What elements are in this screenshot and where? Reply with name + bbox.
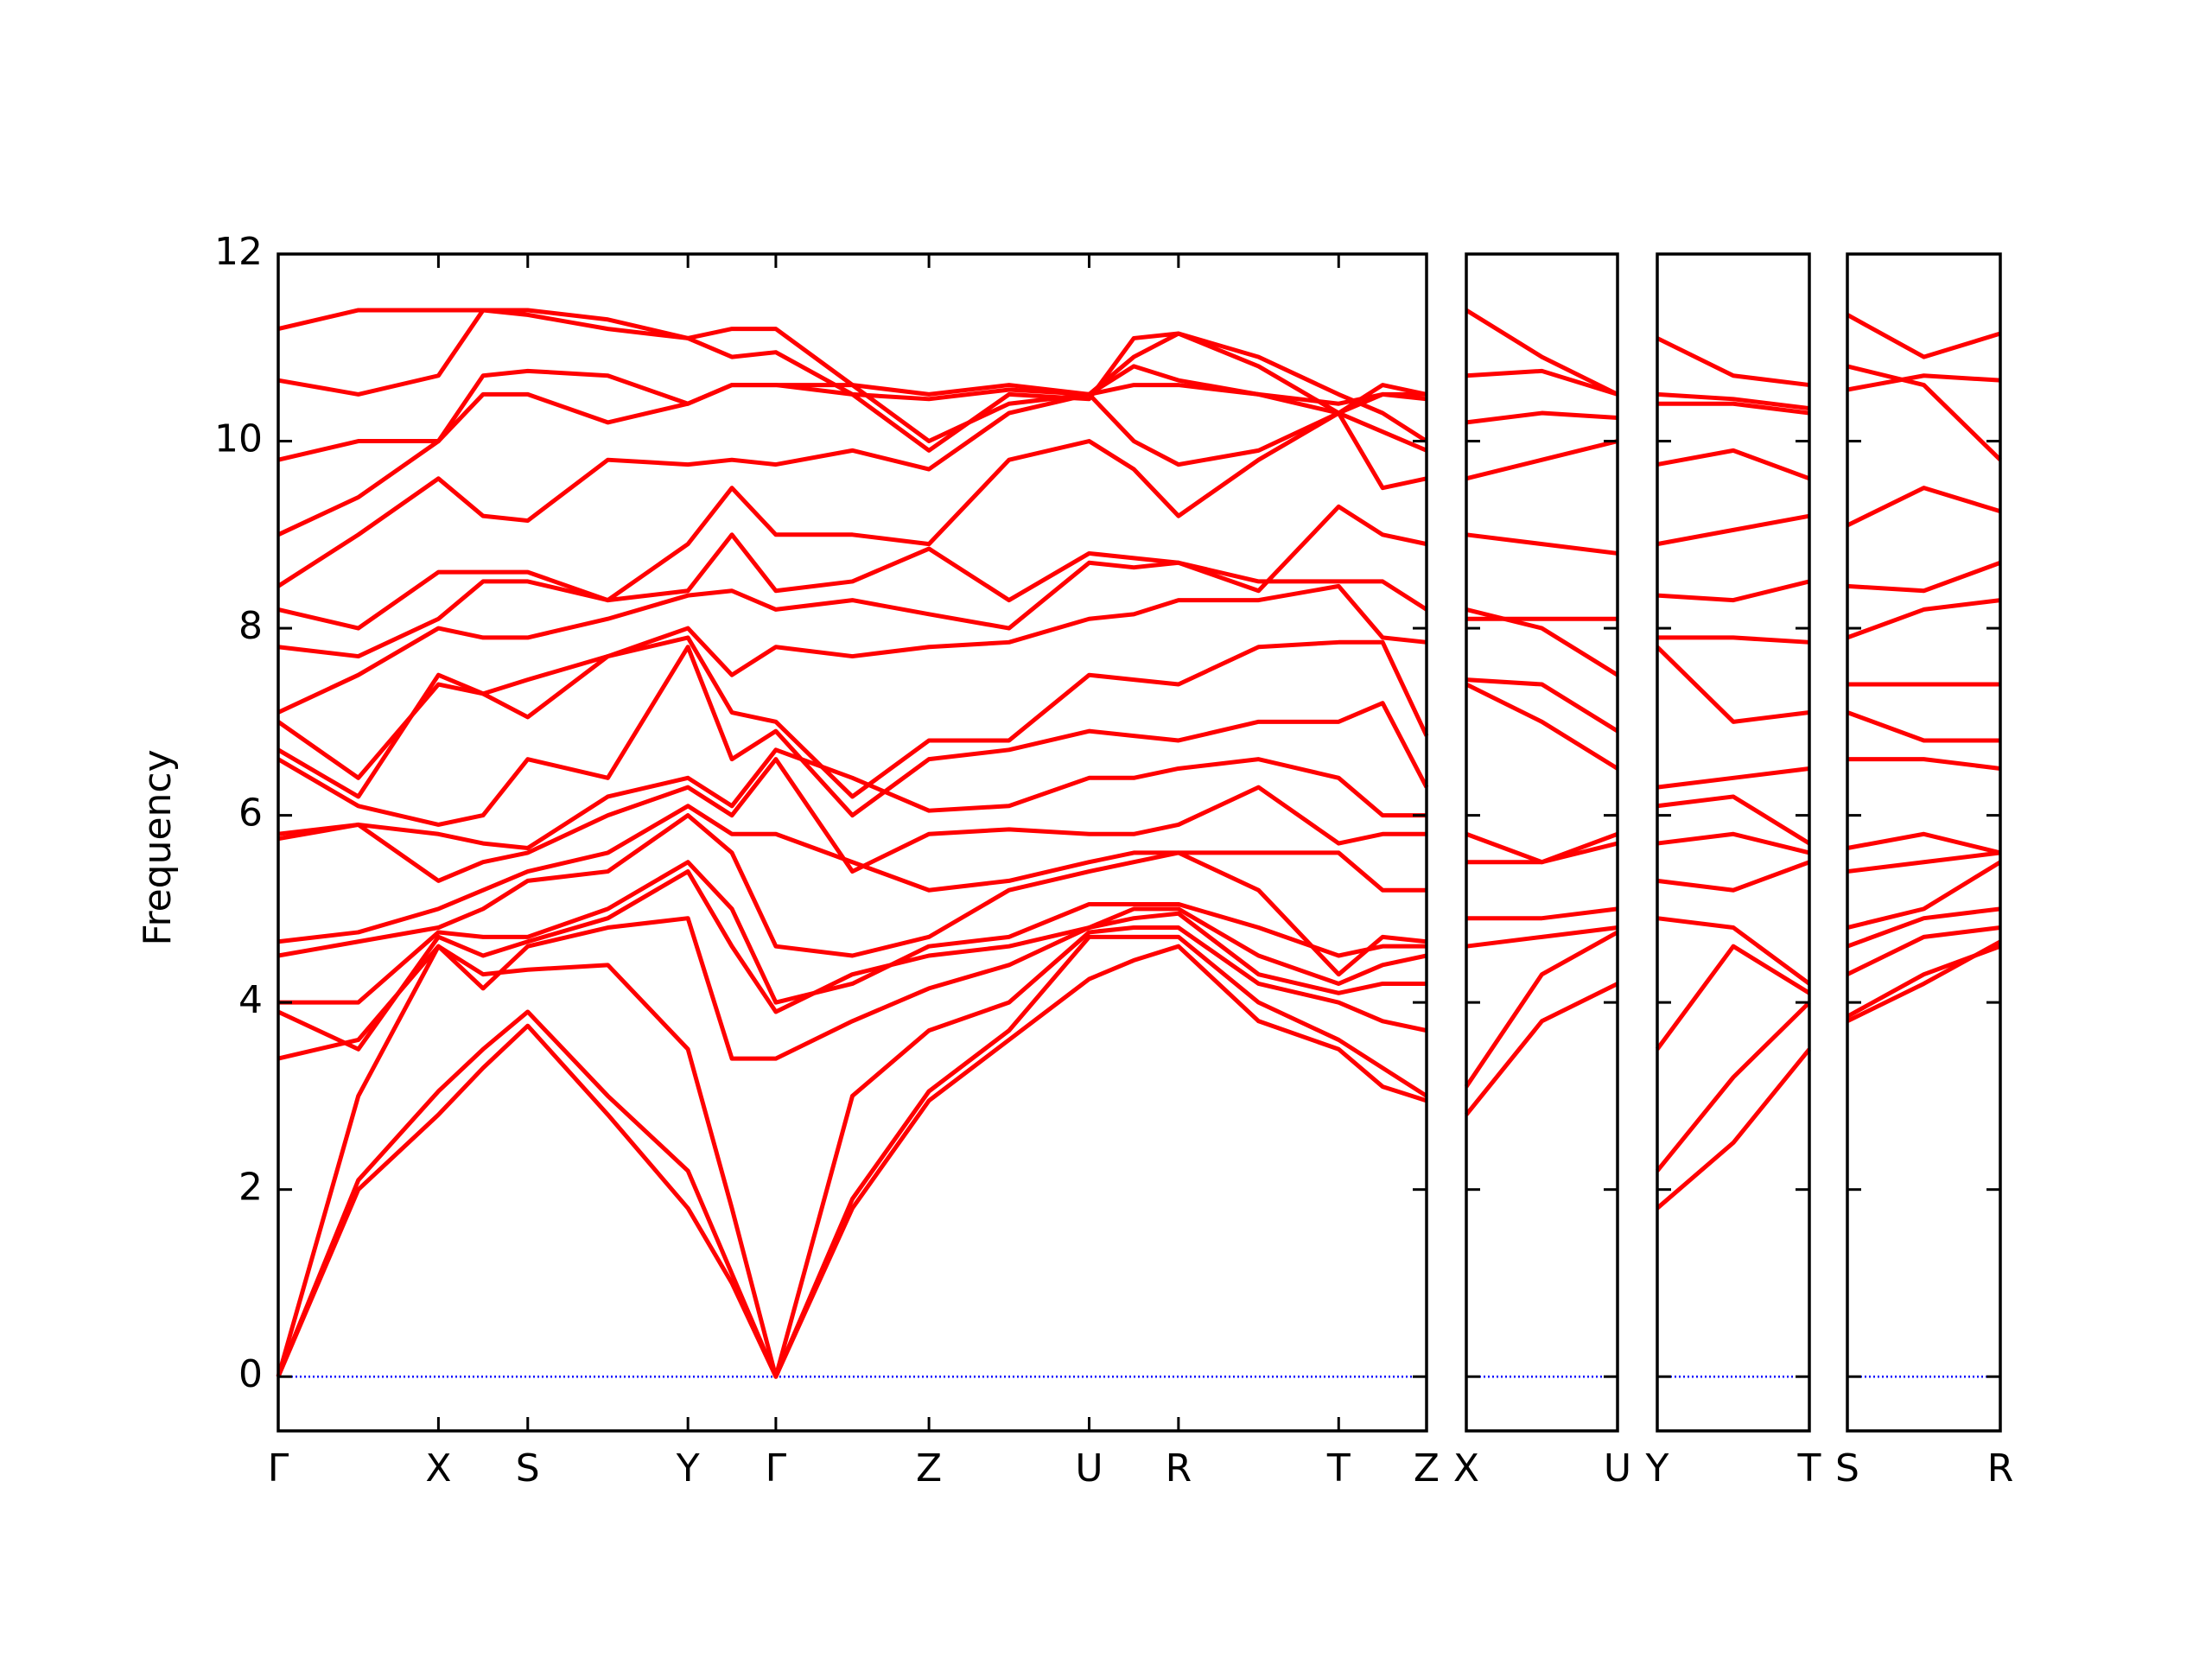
band-line <box>1657 635 1810 645</box>
band-line <box>1656 579 1810 603</box>
band-line <box>1656 336 1810 388</box>
band-line <box>1656 513 1810 547</box>
band-line <box>276 583 1427 780</box>
band-line <box>1847 364 2002 461</box>
band-line <box>277 911 1427 1061</box>
x-tick-label: Γ <box>268 1446 289 1491</box>
band-line <box>1465 925 1618 949</box>
band-line <box>1656 794 1811 846</box>
band-line <box>1466 906 1618 921</box>
band-line <box>1464 930 1619 1088</box>
x-tick-label: U <box>1075 1446 1103 1491</box>
band-line <box>1847 373 2001 392</box>
x-tick-label: S <box>516 1446 540 1491</box>
band-line <box>1656 860 1810 893</box>
band-line <box>277 757 1427 883</box>
band-line <box>276 635 1429 799</box>
band-line <box>276 645 1429 827</box>
band-line <box>1846 939 2002 1024</box>
band-line <box>1847 560 2001 594</box>
band-line <box>1847 757 2001 771</box>
band-line <box>276 869 1427 1052</box>
band-line <box>1846 925 2001 976</box>
band-line <box>1655 944 1811 1051</box>
band-line <box>1465 308 1619 397</box>
x-tick-label: T <box>1797 1446 1821 1491</box>
x-tick-label: Γ <box>766 1446 787 1491</box>
band-line <box>1656 1001 1811 1173</box>
band-line <box>276 934 1428 1379</box>
x-tick-label: Y <box>1645 1446 1669 1491</box>
y-tick-label: 6 <box>238 791 263 836</box>
x-tick-label: Z <box>1414 1446 1440 1491</box>
band-line <box>1466 841 1618 865</box>
plot-frame <box>276 252 1428 1433</box>
plot-frame <box>1656 252 1811 1433</box>
band-line <box>1656 831 1810 855</box>
band-line <box>1465 532 1618 556</box>
band-line <box>1465 831 1618 865</box>
band-line <box>277 504 1427 659</box>
band-line <box>277 804 1427 944</box>
x-tick-label: R <box>1987 1446 2014 1491</box>
band-line <box>1846 313 2001 359</box>
band-line <box>276 560 1428 715</box>
y-tick-label: 10 <box>214 417 263 461</box>
x-tick-label: S <box>1835 1446 1859 1491</box>
band-line <box>1465 368 1618 397</box>
band-line <box>1656 766 1810 790</box>
band-line <box>1465 677 1619 734</box>
band-line <box>1847 850 2001 874</box>
band-line <box>1656 1047 1811 1211</box>
band-line <box>276 391 1427 588</box>
band-line <box>1847 906 2001 949</box>
band-line <box>1847 860 2002 930</box>
band-line <box>276 383 1427 537</box>
band-line <box>1465 410 1618 425</box>
band-line <box>277 813 1427 977</box>
band-line <box>1847 831 2001 855</box>
band-line <box>278 860 1427 1005</box>
band-line <box>1656 448 1810 481</box>
x-tick-label: U <box>1604 1446 1631 1491</box>
band-line <box>1847 710 2000 743</box>
x-tick-label: X <box>1453 1446 1479 1491</box>
y-tick-label: 4 <box>238 978 263 1022</box>
x-tick-label: Y <box>676 1446 700 1491</box>
band-line <box>1847 598 2001 640</box>
band-line <box>1465 982 1619 1116</box>
x-tick-label: Z <box>916 1446 942 1491</box>
y-tick-label: 8 <box>238 604 263 648</box>
band-line <box>1656 916 1811 986</box>
plot-frame <box>1846 252 2002 1433</box>
band-line <box>277 747 1427 850</box>
band-line <box>1465 607 1619 677</box>
band-line <box>277 308 1428 453</box>
y-tick-label: 0 <box>238 1352 263 1396</box>
x-tick-label: X <box>425 1446 451 1491</box>
band-line <box>1465 439 1618 481</box>
band-line <box>1846 486 2001 528</box>
y-tick-label: 2 <box>238 1166 263 1210</box>
band-line <box>1656 391 1810 411</box>
band-line <box>277 410 1427 631</box>
x-tick-label: T <box>1326 1446 1351 1491</box>
band-line <box>1657 401 1810 416</box>
band-line <box>1656 645 1810 724</box>
band-line <box>276 925 1427 1379</box>
y-tick-label: 12 <box>214 230 263 274</box>
plot-frame <box>1465 252 1619 1433</box>
x-tick-label: R <box>1166 1446 1192 1491</box>
band-line <box>1465 682 1619 771</box>
y-axis-label: Frequency <box>136 749 180 945</box>
band-line <box>276 944 1427 1379</box>
